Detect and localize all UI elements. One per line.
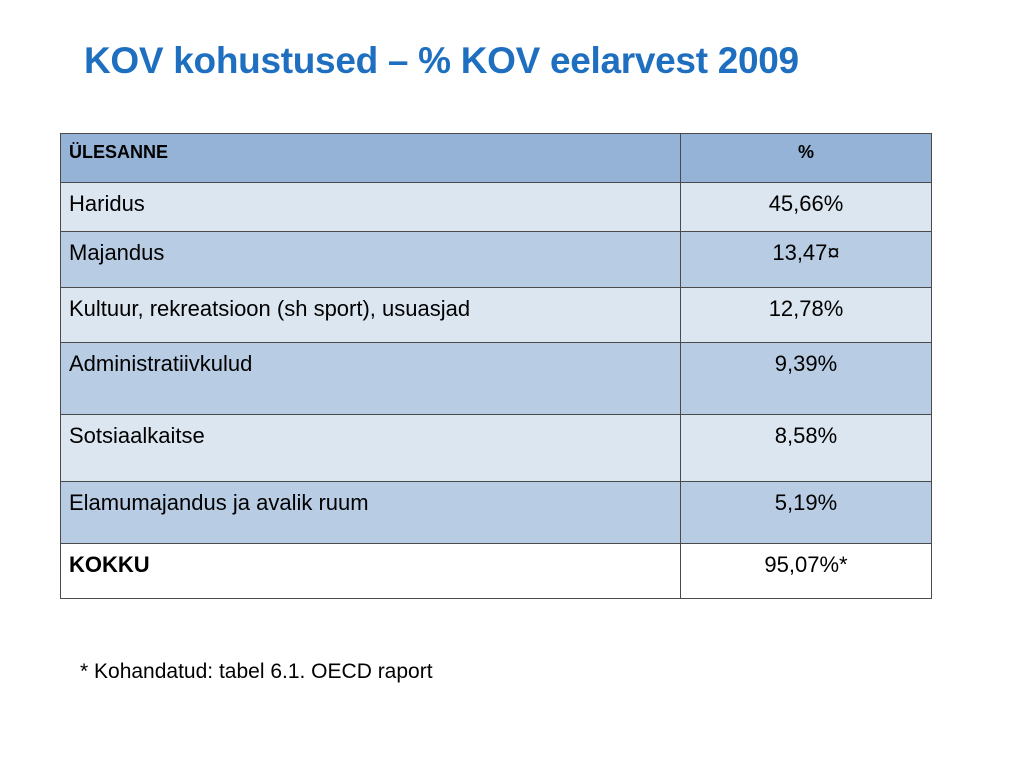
table-row: Majandus 13,47¤: [60, 231, 932, 288]
header-task-label: ÜLESANNE: [69, 142, 169, 162]
task-label: Elamumajandus ja avalik ruum: [69, 490, 369, 515]
percent-cell: 13,47¤: [680, 231, 932, 288]
task-cell: Kultuur, rekreatsioon (sh sport), usuasj…: [60, 287, 681, 343]
percent-cell: 45,66%: [680, 182, 932, 232]
table-row: Kultuur, rekreatsioon (sh sport), usuasj…: [60, 287, 932, 343]
table-row: Elamumajandus ja avalik ruum 5,19%: [60, 481, 932, 544]
footnote: * Kohandatud: tabel 6.1. OECD raport: [80, 660, 433, 683]
total-percent-cell: 95,07%*: [680, 543, 932, 599]
task-cell: Majandus: [60, 231, 681, 288]
task-label: Sotsiaalkaitse: [69, 423, 205, 448]
percent-value: 12,78%: [768, 296, 844, 321]
task-label: Administratiivkulud: [69, 351, 253, 376]
percent-value: 5,19%: [774, 490, 838, 515]
task-cell: Administratiivkulud: [60, 342, 681, 415]
table-total-row: KOKKU 95,07%*: [60, 543, 932, 599]
total-label: KOKKU: [69, 552, 150, 577]
header-percent-label: %: [797, 142, 814, 162]
percent-value: 13,47¤: [772, 240, 840, 265]
header-task: ÜLESANNE: [60, 133, 681, 183]
task-cell: Elamumajandus ja avalik ruum: [60, 481, 681, 544]
percent-cell: 8,58%: [680, 414, 932, 482]
table-row: Administratiivkulud 9,39%: [60, 342, 932, 415]
budget-table: ÜLESANNE % Haridus 45,66% Majandus 13,47…: [60, 133, 932, 599]
percent-cell: 12,78%: [680, 287, 932, 343]
table-row: Haridus 45,66%: [60, 182, 932, 232]
task-label: Haridus: [69, 191, 145, 216]
percent-value: 9,39%: [774, 351, 838, 376]
task-label: Majandus: [69, 240, 165, 265]
percent-cell: 9,39%: [680, 342, 932, 415]
percent-value: 8,58%: [774, 423, 838, 448]
header-percent: %: [680, 133, 932, 183]
task-label: Kultuur, rekreatsioon (sh sport), usuasj…: [69, 296, 471, 321]
total-task-cell: KOKKU: [60, 543, 681, 599]
table-header-row: ÜLESANNE %: [60, 133, 932, 183]
percent-cell: 5,19%: [680, 481, 932, 544]
task-cell: Sotsiaalkaitse: [60, 414, 681, 482]
task-cell: Haridus: [60, 182, 681, 232]
slide-title: KOV kohustused – % KOV eelarvest 2009: [84, 40, 799, 81]
percent-value: 45,66%: [768, 191, 844, 216]
total-value: 95,07%*: [764, 552, 848, 577]
table-row: Sotsiaalkaitse 8,58%: [60, 414, 932, 482]
